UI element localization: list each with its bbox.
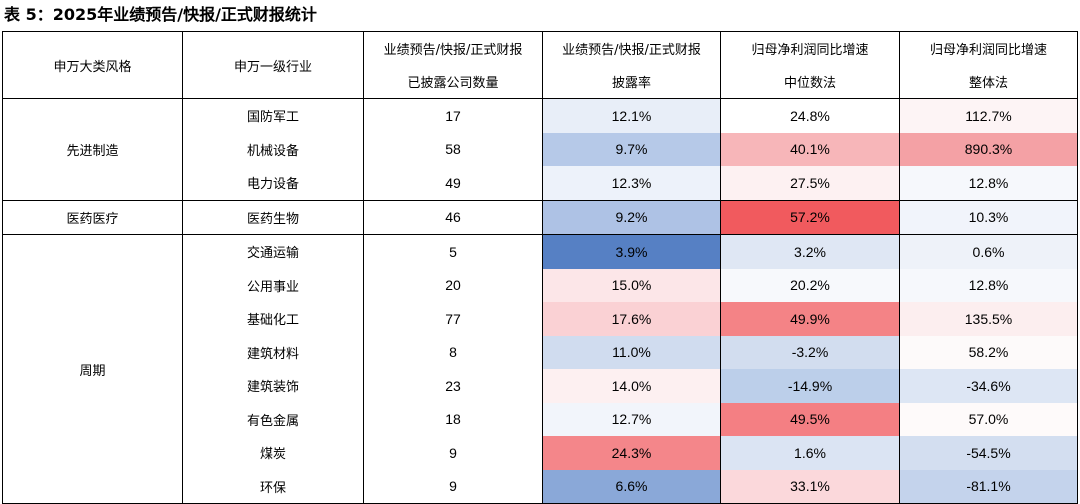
table-row: 有色金属 18 12.7% 49.5% 57.0% <box>3 402 1078 436</box>
median-cell: 40.1% <box>720 132 900 166</box>
industry-cell: 公用事业 <box>182 268 364 302</box>
rate-cell: 17.6% <box>542 302 721 336</box>
rate-cell: 15.0% <box>542 268 721 302</box>
rate-cell: 12.7% <box>542 402 721 436</box>
industry-cell: 有色金属 <box>182 402 364 436</box>
overall-cell: -34.6% <box>899 369 1078 403</box>
header-count-line1: 业绩预告/快报/正式财报 <box>363 31 543 65</box>
overall-cell: 12.8% <box>899 268 1078 302</box>
industry-cell: 机械设备 <box>182 132 364 166</box>
header-overall-line1: 归母净利润同比增速 <box>899 31 1078 65</box>
rate-cell: 9.2% <box>542 200 721 235</box>
table-body: 先进制造 国防军工 17 12.1% 24.8% 112.7% 机械设备 58 9.7% 40.1… <box>2 98 1078 504</box>
overall-cell: 0.6% <box>899 234 1078 269</box>
overall-cell: 10.3% <box>899 200 1078 235</box>
table-row: 煤炭 9 24.3% 1.6% -54.5% <box>3 436 1078 470</box>
count-cell: 9 <box>363 469 543 504</box>
rate-cell: 24.3% <box>542 436 721 470</box>
rate-cell: 12.3% <box>542 166 721 201</box>
overall-cell: 12.8% <box>899 166 1078 201</box>
count-cell: 18 <box>363 402 543 436</box>
median-cell: 3.2% <box>720 234 900 269</box>
industry-cell: 医药生物 <box>182 200 364 235</box>
style-cell: 先进制造 <box>2 98 183 201</box>
header-industry: 申万一级行业 <box>182 31 364 99</box>
header-median-line2: 中位数法 <box>720 65 900 99</box>
industry-cell: 电力设备 <box>182 166 364 201</box>
header-style: 申万大类风格 <box>2 31 183 99</box>
rate-cell: 9.7% <box>542 132 721 166</box>
header-overall-line2: 整体法 <box>899 65 1078 99</box>
median-cell: 49.5% <box>720 402 900 436</box>
table-title: 表 5：2025年业绩预告/快报/正式财报统计 <box>4 5 317 24</box>
rate-cell: 11.0% <box>542 335 721 369</box>
industry-cell: 国防军工 <box>182 98 364 133</box>
rate-cell: 14.0% <box>542 369 721 403</box>
count-cell: 49 <box>363 166 543 201</box>
table-row: 周期 交通运输 5 3.9% 3.2% 0.6% <box>2 234 1078 504</box>
overall-cell: -81.1% <box>899 469 1078 504</box>
count-cell: 58 <box>363 132 543 166</box>
table-row: 机械设备 58 9.7% 40.1% 890.3% <box>3 132 1078 166</box>
count-cell: 20 <box>363 268 543 302</box>
overall-cell: 135.5% <box>899 302 1078 336</box>
overall-cell: -54.5% <box>899 436 1078 470</box>
rate-cell: 3.9% <box>542 234 721 269</box>
median-cell: 27.5% <box>720 166 900 201</box>
industry-cell: 基础化工 <box>182 302 364 336</box>
header-rate-line1: 业绩预告/快报/正式财报 <box>542 31 721 65</box>
median-cell: -14.9% <box>720 369 900 403</box>
style-cell: 医药医疗 <box>2 200 183 235</box>
median-cell: -3.2% <box>720 335 900 369</box>
industry-cell: 煤炭 <box>182 436 364 470</box>
median-cell: 24.8% <box>720 98 900 133</box>
table-row: 先进制造 国防军工 17 12.1% 24.8% 112.7% <box>2 98 1078 201</box>
header-rate-line2: 披露率 <box>542 65 721 99</box>
industry-cell: 建筑材料 <box>182 335 364 369</box>
count-cell: 77 <box>363 302 543 336</box>
style-cell: 周期 <box>2 234 183 504</box>
median-cell: 1.6% <box>720 436 900 470</box>
count-cell: 8 <box>363 335 543 369</box>
table-row: 公用事业 20 15.0% 20.2% 12.8% <box>3 268 1078 302</box>
overall-cell: 112.7% <box>899 98 1078 133</box>
table-row: 环保 9 6.6% 33.1% -81.1% <box>3 469 1078 504</box>
rate-cell: 6.6% <box>542 469 721 504</box>
count-cell: 46 <box>363 200 543 235</box>
median-cell: 33.1% <box>720 469 900 504</box>
median-cell: 57.2% <box>720 200 900 235</box>
performance-table: 申万大类风格 申万一级行业 业绩预告/快报/正式财报 业绩预告/快报/正式财报 … <box>2 31 1078 504</box>
overall-cell: 890.3% <box>899 132 1078 166</box>
median-cell: 20.2% <box>720 268 900 302</box>
median-cell: 49.9% <box>720 302 900 336</box>
overall-cell: 57.0% <box>899 402 1078 436</box>
count-cell: 17 <box>363 98 543 133</box>
industry-cell: 交通运输 <box>182 234 364 269</box>
overall-cell: 58.2% <box>899 335 1078 369</box>
rate-cell: 12.1% <box>542 98 721 133</box>
table-row: 建筑装饰 23 14.0% -14.9% -34.6% <box>3 369 1078 403</box>
table-row: 建筑材料 8 11.0% -3.2% 58.2% <box>3 335 1078 369</box>
count-cell: 23 <box>363 369 543 403</box>
table-row: 基础化工 77 17.6% 49.9% 135.5% <box>3 302 1078 336</box>
count-cell: 9 <box>363 436 543 470</box>
header-count-line2: 已披露公司数量 <box>363 65 543 99</box>
industry-cell: 环保 <box>182 469 364 504</box>
industry-cell: 建筑装饰 <box>182 369 364 403</box>
count-cell: 5 <box>363 234 543 269</box>
header-median-line1: 归母净利润同比增速 <box>720 31 900 65</box>
table-row: 医药医疗 医药生物 46 9.2% 57.2% 10.3% <box>2 200 1078 235</box>
table-row: 电力设备 49 12.3% 27.5% 12.8% <box>3 166 1078 201</box>
